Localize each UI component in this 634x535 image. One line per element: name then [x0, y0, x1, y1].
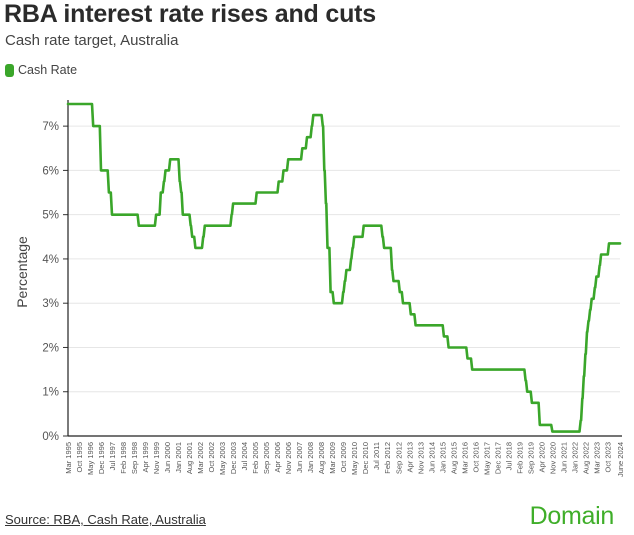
y-tick-label: 6%: [42, 165, 59, 177]
x-tick-label: Mar 2009: [328, 442, 337, 474]
x-tick-label: Apr 2020: [537, 442, 546, 472]
y-tick-label: 7%: [42, 121, 59, 133]
x-tick-label: Oct 2009: [339, 442, 348, 472]
x-tick-label: Nov 2020: [548, 442, 557, 474]
line-chart: 0%1%2%3%4%5%6%7% Percentage Mar 1995 Oct …: [14, 100, 625, 477]
x-tick-label: Oct 2002: [207, 442, 216, 472]
x-tick-label: May 1996: [86, 442, 95, 475]
x-tick-label: May 2017: [482, 442, 491, 475]
x-tick-label: Sep 2005: [262, 442, 271, 474]
x-tick-label: Mar 2016: [460, 442, 469, 474]
series-lines: [66, 102, 622, 433]
x-tick-label: Feb 2012: [383, 442, 392, 474]
x-tick-label: Aug 2022: [581, 442, 590, 474]
source-link[interactable]: Source: RBA, Cash Rate, Australia: [5, 512, 206, 527]
x-tick-label: Nov 2006: [284, 442, 293, 474]
x-tick-label: May 2010: [350, 442, 359, 475]
x-tick-label: Oct 1995: [75, 442, 84, 472]
y-axis: 0% 1% 2% 3% 4% 5% 6% 7%: [42, 100, 69, 443]
x-tick-label: Jul 1997: [108, 442, 117, 470]
x-tick-label: Dec 2010: [361, 442, 370, 474]
x-tick-label: Apr 2013: [405, 442, 414, 472]
x-tick-label: Sep 2012: [394, 442, 403, 474]
x-tick-label: Mar 2023: [592, 442, 601, 474]
x-tick-label: Jan 2022: [570, 442, 579, 473]
y-tick-label: 2%: [42, 342, 59, 354]
gridlines: [68, 125, 620, 393]
x-tick-label: Aug 2008: [317, 442, 326, 474]
y-axis-label: Percentage: [14, 236, 30, 308]
y-tick-label: 3%: [42, 298, 59, 310]
x-tick-label: Feb 1998: [119, 442, 128, 474]
x-tick-label: Dec 2017: [493, 442, 502, 474]
y-tick-label: 1%: [42, 387, 59, 399]
y-tick-label: 4%: [42, 254, 59, 266]
x-tick-label: May 2003: [218, 442, 227, 475]
x-tick-label: Oct 2016: [471, 442, 480, 472]
x-tick-label: Nov 1999: [152, 442, 161, 474]
x-tick-label: Apr 1999: [141, 442, 150, 472]
x-tick-label: Dec 1996: [97, 442, 106, 474]
x-tick-label: Mar 2002: [196, 442, 205, 474]
x-axis: Mar 1995 Oct 1995 May 1996 Dec 1996 Jul 1997…: [64, 435, 625, 477]
x-tick-label: Aug 2015: [449, 442, 458, 474]
x-tick-label: Mar 1995: [64, 442, 73, 474]
legend-swatch: [5, 63, 14, 77]
x-tick-label: Jul 2004: [240, 442, 249, 470]
x-tick-label: Jan 2001: [174, 442, 183, 473]
x-tick-label: Jan 2015: [438, 442, 447, 473]
x-tick-label: Apr 2006: [273, 442, 282, 472]
x-tick-label: Jun 2014: [427, 442, 436, 473]
x-tick-label: Nov 2013: [416, 442, 425, 474]
x-tick-label: Oct 2023: [603, 442, 612, 472]
x-tick-label: Aug 2001: [185, 442, 194, 474]
x-tick-label: Jun 2021: [559, 442, 568, 473]
x-tick-label: Dec 2003: [229, 442, 238, 474]
x-tick-label: Sep 2019: [526, 442, 535, 474]
domain-logo: Domain: [529, 502, 615, 530]
y-tick-label: 5%: [42, 210, 59, 222]
x-tick-label: Feb 2019: [515, 442, 524, 474]
x-tick-label: June 2024: [616, 442, 625, 477]
x-tick-label: Feb 2005: [251, 442, 260, 474]
x-tick-label: Jun 2007: [295, 442, 304, 473]
legend: Cash Rate: [5, 63, 77, 77]
legend-label: Cash Rate: [18, 63, 78, 77]
x-tick-label: Sep 1998: [130, 442, 139, 474]
x-tick-label: Jan 2008: [306, 442, 315, 473]
x-tick-label: Jul 2011: [372, 442, 381, 470]
y-tick-label: 0%: [42, 431, 59, 443]
series-line-cash-rate: [66, 102, 622, 433]
x-tick-label: Jun 2000: [163, 442, 172, 473]
x-tick-label: Jul 2018: [504, 442, 513, 470]
chart-subtitle: Cash rate target, Australia: [5, 32, 179, 49]
chart-title: RBA interest rate rises and cuts: [4, 0, 376, 28]
